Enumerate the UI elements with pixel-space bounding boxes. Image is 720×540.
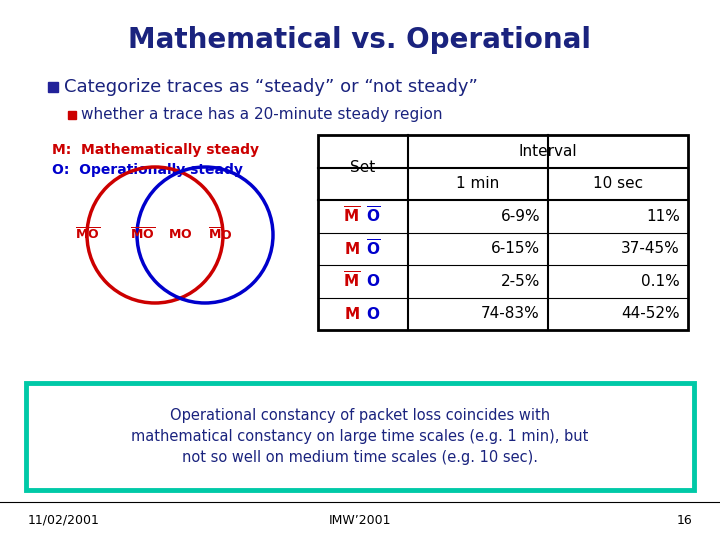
Text: 6-15%: 6-15% — [491, 241, 540, 256]
Text: O:  Operationally steady: O: Operationally steady — [52, 163, 243, 177]
Text: $\mathbf{O}$: $\mathbf{O}$ — [366, 273, 380, 289]
Text: 0.1%: 0.1% — [642, 274, 680, 289]
Text: $\mathbf{\overline{M}\overline{O}}$: $\mathbf{\overline{M}\overline{O}}$ — [76, 227, 101, 243]
Text: 44-52%: 44-52% — [621, 306, 680, 321]
Text: $\mathbf{M}$: $\mathbf{M}$ — [344, 241, 360, 256]
FancyBboxPatch shape — [26, 383, 694, 490]
Text: M:  Mathematically steady: M: Mathematically steady — [52, 143, 259, 157]
Text: 2-5%: 2-5% — [500, 274, 540, 289]
Text: $\mathbf{\overline{O}}$: $\mathbf{\overline{O}}$ — [366, 206, 381, 226]
Bar — [68, 111, 76, 119]
Text: 11/02/2001: 11/02/2001 — [28, 514, 100, 526]
Text: Set: Set — [351, 160, 376, 175]
Text: 10 sec: 10 sec — [593, 176, 643, 191]
Text: $\mathbf{\overline{M}O}$: $\mathbf{\overline{M}O}$ — [208, 227, 233, 243]
Text: $\mathbf{O}$: $\mathbf{O}$ — [366, 306, 380, 322]
Text: 74-83%: 74-83% — [481, 306, 540, 321]
Text: 1 min: 1 min — [456, 176, 500, 191]
Text: Mathematical vs. Operational: Mathematical vs. Operational — [128, 26, 592, 54]
Bar — [318, 135, 688, 330]
Text: 11%: 11% — [646, 209, 680, 224]
Text: $\mathbf{M}$: $\mathbf{M}$ — [344, 306, 360, 322]
Text: $\mathbf{\overline{M}}$: $\mathbf{\overline{M}}$ — [343, 271, 360, 291]
Text: whether a trace has a 20-minute steady region: whether a trace has a 20-minute steady r… — [81, 107, 443, 123]
Text: IMW’2001: IMW’2001 — [329, 514, 391, 526]
Text: 16: 16 — [676, 514, 692, 526]
Text: $\mathbf{\overline{M}}$: $\mathbf{\overline{M}}$ — [343, 206, 360, 226]
Text: 37-45%: 37-45% — [621, 241, 680, 256]
Text: Interval: Interval — [518, 144, 577, 159]
Text: $\mathbf{\overline{O}}$: $\mathbf{\overline{O}}$ — [366, 239, 381, 259]
Text: 6-9%: 6-9% — [500, 209, 540, 224]
Bar — [48, 82, 58, 92]
Text: $\mathbf{\overline{M}\overline{O}}$: $\mathbf{\overline{M}\overline{O}}$ — [130, 227, 156, 243]
Text: $\mathbf{MO}$: $\mathbf{MO}$ — [168, 228, 192, 241]
Text: Operational constancy of packet loss coincides with
mathematical constancy on la: Operational constancy of packet loss coi… — [131, 408, 589, 465]
Text: Categorize traces as “steady” or “not steady”: Categorize traces as “steady” or “not st… — [64, 78, 478, 96]
